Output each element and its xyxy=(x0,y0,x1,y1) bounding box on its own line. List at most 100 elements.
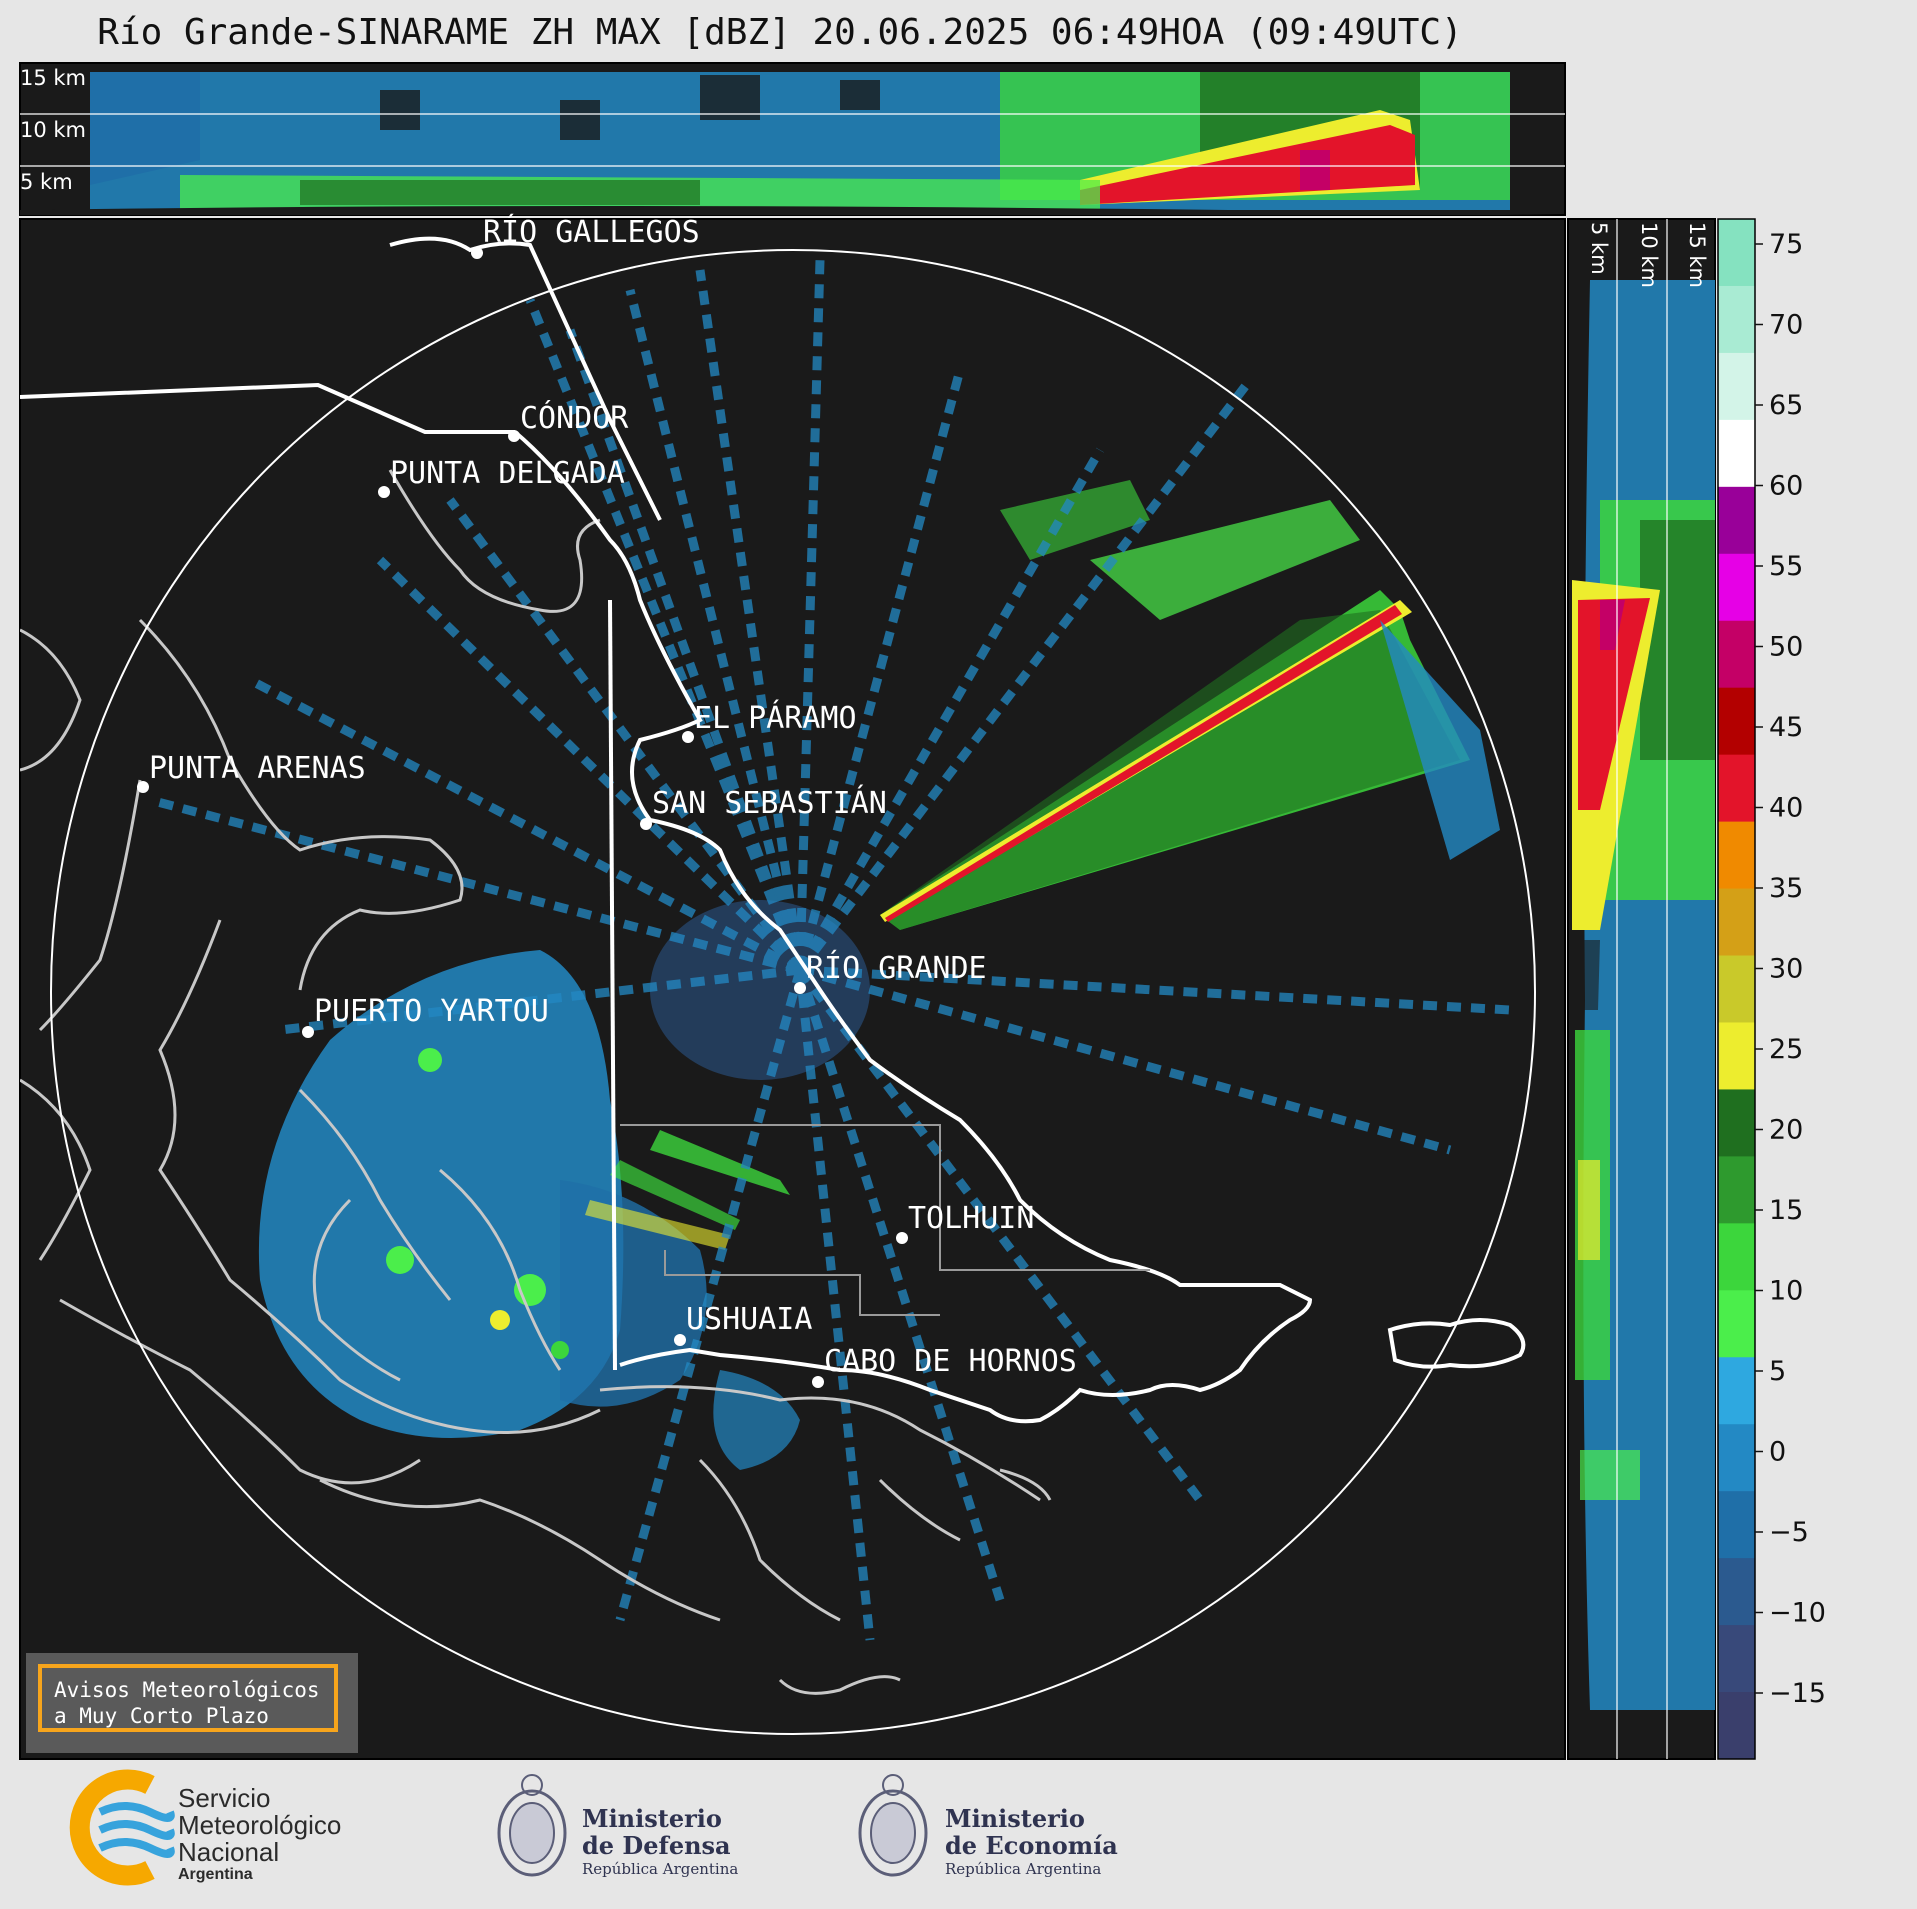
echo-northeast-wedge xyxy=(880,480,1500,930)
side-cross-section: 5 km 10 km 15 km xyxy=(1567,218,1716,1760)
marker-tolhuin xyxy=(896,1232,908,1244)
colorbar-tick-label: 35 xyxy=(1769,873,1803,904)
city-label-puerto-yartou: PUERTO YARTOU xyxy=(314,994,549,1029)
defensa-line1: Ministerio xyxy=(582,1804,722,1833)
colorbar-swatch xyxy=(1718,1223,1755,1291)
marker-san-sebastian xyxy=(640,818,652,830)
marker-puerto-yartou xyxy=(302,1026,314,1038)
colorbar-swatch xyxy=(1718,888,1755,957)
top-level-15km: 15 km xyxy=(20,66,86,90)
colorbar-swatch xyxy=(1718,821,1755,890)
province-border xyxy=(620,1124,1150,1316)
city-label-punta-delgada: PUNTA DELGADA xyxy=(390,456,625,491)
colorbar-swatch xyxy=(1718,553,1755,622)
colorbar-swatches xyxy=(1718,219,1755,1760)
colorbar-swatch xyxy=(1718,1290,1755,1358)
city-label-punta-arenas: PUNTA ARENAS xyxy=(149,751,366,786)
city-label-condor: CÓNDOR xyxy=(520,399,629,436)
colorbar-tick-label: 40 xyxy=(1769,793,1803,824)
smn-line3: Nacional xyxy=(178,1837,280,1867)
colorbar-tick-label: 65 xyxy=(1769,390,1803,421)
colorbar-tick-label: 15 xyxy=(1769,1195,1803,1226)
range-ring xyxy=(50,249,1536,1735)
marker-punta-arenas xyxy=(137,781,149,793)
colorbar-tick-label: 0 xyxy=(1769,1437,1786,1468)
map-title: Río Grande-SINARAME ZH MAX [dBZ] 20.06.2… xyxy=(97,12,1463,53)
colorbar-swatch xyxy=(1718,1558,1755,1626)
top-cross-section: 15 km 10 km 5 km xyxy=(19,62,1566,216)
colorbar-swatch xyxy=(1718,219,1755,287)
coastlines xyxy=(20,469,1052,1695)
colorbar-swatch xyxy=(1718,620,1755,689)
colorbar-tick-label: −10 xyxy=(1769,1598,1826,1629)
colorbar-tick-label: 25 xyxy=(1769,1034,1803,1065)
side-level-10km: 10 km xyxy=(1637,222,1661,288)
side-level-5km: 5 km xyxy=(1587,222,1611,275)
city-label-san-sebastian: SAN SEBASTIÁN xyxy=(652,785,887,821)
colorbar-tick-label: 20 xyxy=(1769,1115,1803,1146)
colorbar-swatch xyxy=(1718,352,1755,421)
top-level-10km: 10 km xyxy=(20,118,86,142)
colorbar-swatch xyxy=(1718,1357,1755,1425)
colorbar-swatch xyxy=(1718,486,1755,555)
colorbar-tick-label: 55 xyxy=(1769,551,1803,582)
defensa-line2: de Defensa xyxy=(582,1831,731,1860)
economia-line2: de Economía xyxy=(945,1831,1118,1860)
city-markers xyxy=(137,247,908,1388)
colorbar-tick-label: 5 xyxy=(1769,1356,1786,1387)
aviso-box[interactable]: Avisos Meteorológicos a Muy Corto Plazo xyxy=(38,1664,338,1732)
marker-rio-grande xyxy=(794,982,806,994)
marker-cabo-de-hornos xyxy=(812,1376,824,1388)
colorbar-swatch xyxy=(1718,1089,1755,1157)
economia-logo-text: Ministerio de Economía xyxy=(945,1805,1118,1859)
city-label-cabo-de-hornos: CABO DE HORNOS xyxy=(824,1344,1077,1379)
colorbar-swatch xyxy=(1718,1692,1755,1760)
smn-line1: Servicio xyxy=(178,1783,271,1813)
city-label-el-paramo: EL PÁRAMO xyxy=(694,700,857,736)
marker-ushuaia xyxy=(674,1334,686,1346)
colorbar-tick-label: 10 xyxy=(1769,1276,1803,1307)
side-level-15km: 15 km xyxy=(1685,222,1709,288)
defensa-line3: República Argentina xyxy=(582,1860,739,1878)
borders xyxy=(20,236,1526,1424)
colorbar-tick-label: 70 xyxy=(1769,310,1803,341)
colorbar-tick-label: 75 xyxy=(1769,229,1803,260)
colorbar-tick-label: 50 xyxy=(1769,632,1803,663)
marker-condor xyxy=(508,430,520,442)
city-label-tolhuin: TOLHUIN xyxy=(908,1201,1034,1236)
colorbar-swatch xyxy=(1718,1156,1755,1224)
colorbar-swatch xyxy=(1718,285,1755,354)
top-level-5km: 5 km xyxy=(20,170,73,194)
smn-logo-text: Servicio Meteorológico Nacional Argentin… xyxy=(178,1785,341,1884)
colorbar-swatch xyxy=(1718,1625,1755,1693)
main-map: RÍO GALLEGOS CÓNDOR PUNTA DELGADA EL PÁR… xyxy=(19,214,1566,1760)
marker-punta-delgada xyxy=(378,486,390,498)
city-labels: RÍO GALLEGOS CÓNDOR PUNTA DELGADA EL PÁR… xyxy=(149,214,1077,1379)
colorbar-tick-label: 45 xyxy=(1769,712,1803,743)
economia-line1: Ministerio xyxy=(945,1804,1085,1833)
marker-rio-gallegos xyxy=(471,247,483,259)
colorbar-tick-label: −5 xyxy=(1769,1517,1809,1548)
aviso-line1: Avisos Meteorológicos xyxy=(54,1678,320,1702)
colorbar-swatch xyxy=(1718,955,1755,1023)
smn-line2: Meteorológico xyxy=(178,1810,342,1840)
city-label-ushuaia: USHUAIA xyxy=(686,1302,812,1337)
city-label-rio-gallegos: RÍO GALLEGOS xyxy=(483,214,700,250)
marker-el-paramo xyxy=(682,731,694,743)
colorbar-tick-label: −15 xyxy=(1769,1678,1826,1709)
colorbar-tick-label: 60 xyxy=(1769,471,1803,502)
colorbar-swatch xyxy=(1718,687,1755,756)
colorbar-swatch xyxy=(1718,754,1755,823)
aviso-line2: a Muy Corto Plazo xyxy=(54,1704,269,1728)
colorbar-swatch xyxy=(1718,1424,1755,1492)
defensa-logo-text: Ministerio de Defensa xyxy=(582,1805,731,1859)
smn-line4: Argentina xyxy=(178,1866,253,1883)
city-label-rio-grande: RÍO GRANDE xyxy=(806,950,987,986)
economia-line3: República Argentina xyxy=(945,1860,1102,1878)
colorbar-swatch xyxy=(1718,1022,1755,1090)
colorbar-tick-label: 30 xyxy=(1769,954,1803,985)
colorbar-swatch xyxy=(1718,419,1755,488)
